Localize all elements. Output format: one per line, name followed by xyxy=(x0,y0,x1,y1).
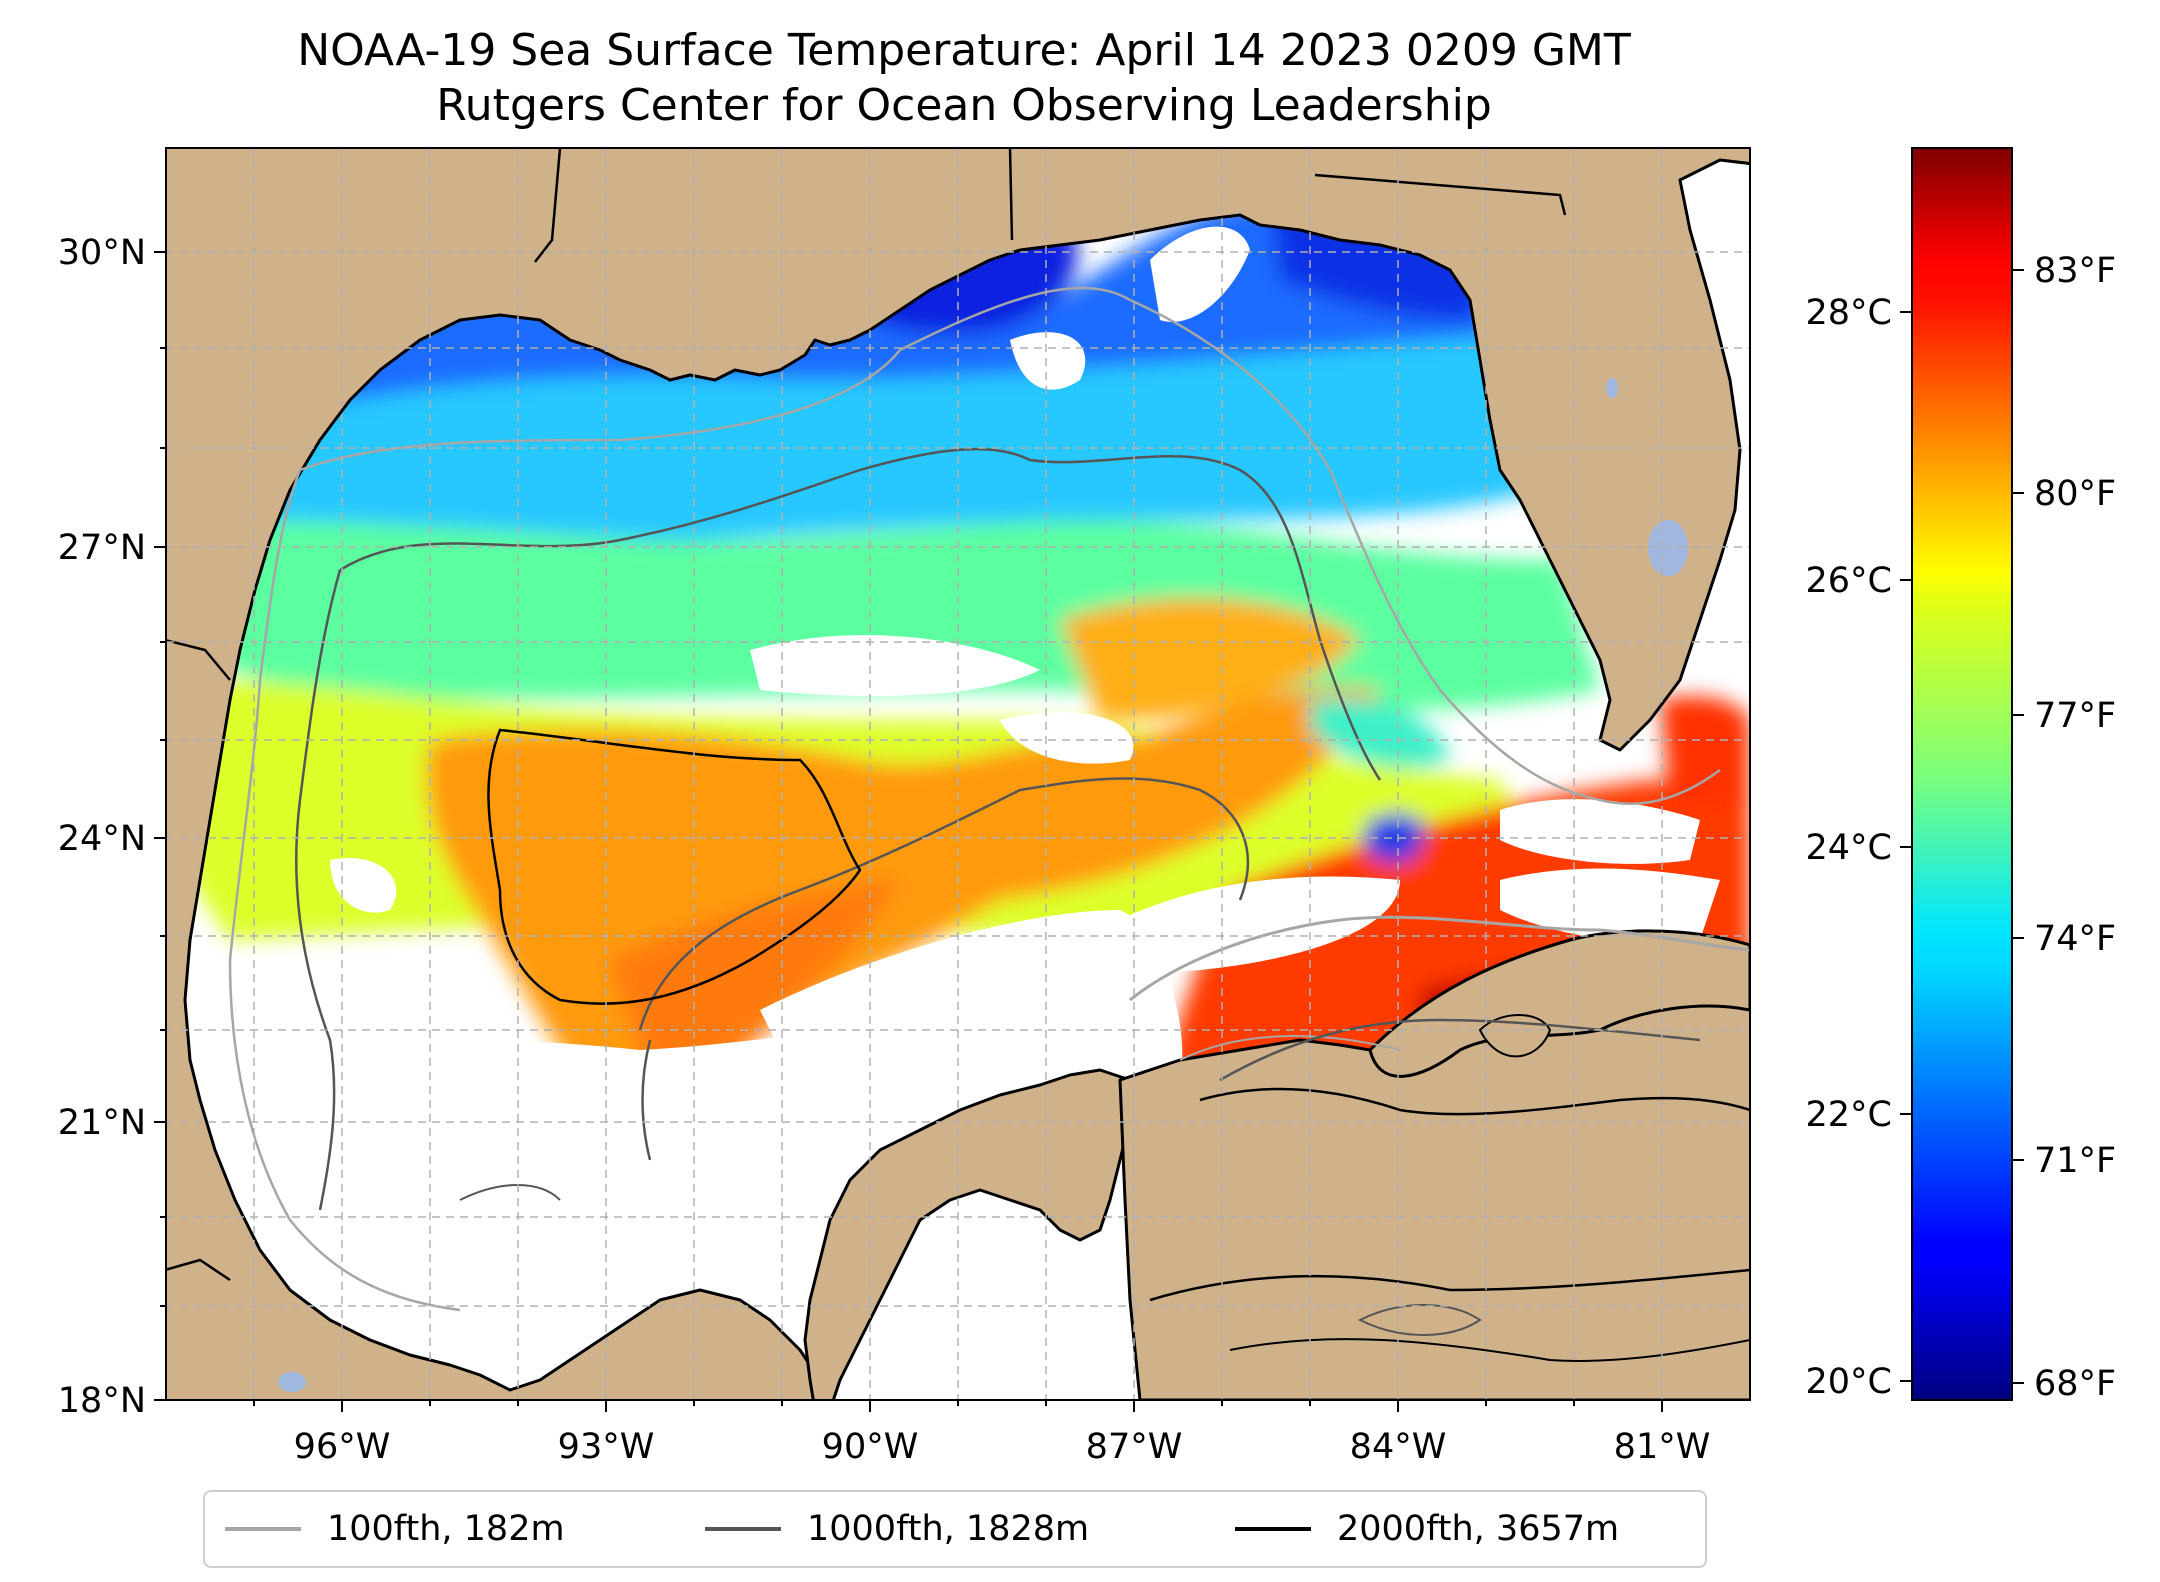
lat-label-30n: 30°N xyxy=(58,233,146,273)
fahrenheit-label-68: 68°F xyxy=(2034,1364,2116,1404)
lat-label-18n: 18°N xyxy=(58,1381,146,1421)
fahrenheit-label-83: 83°F xyxy=(2034,251,2116,291)
celsius-tick-labels: 28°C 26°C 24°C 22°C 20°C xyxy=(1806,293,1892,1402)
legend-label-100fth: 100fth, 182m xyxy=(327,1509,565,1549)
legend-item-2000fth: 2000fth, 3657m xyxy=(1235,1492,1619,1566)
fahrenheit-label-71: 71°F xyxy=(2034,1141,2116,1181)
borders xyxy=(166,148,1567,1282)
colorbar xyxy=(1911,147,2013,1401)
lon-label-81w: 81°W xyxy=(1614,1427,1711,1467)
cuba-landmass xyxy=(1368,929,1750,1078)
lat-label-24n: 24°N xyxy=(58,819,146,859)
lat-label-21n: 21°N xyxy=(58,1103,146,1143)
legend-item-100fth: 100fth, 182m xyxy=(225,1492,565,1566)
lon-label-87w: 87°W xyxy=(1086,1427,1183,1467)
fahrenheit-tick-labels: 83°F 80°F 77°F 74°F 71°F 68°F xyxy=(2034,251,2116,1404)
celsius-label-26: 26°C xyxy=(1806,561,1892,601)
legend-label-2000fth: 2000fth, 3657m xyxy=(1337,1509,1620,1549)
lakes xyxy=(278,378,1688,1392)
celsius-label-22: 22°C xyxy=(1806,1095,1892,1135)
legend-swatch-100fth xyxy=(225,1527,301,1531)
lon-tick-marks xyxy=(253,1400,1663,1412)
lat-tick-marks xyxy=(154,251,166,1401)
isla-de-la-juventud xyxy=(1478,1014,1552,1058)
fahrenheit-label-80: 80°F xyxy=(2034,474,2116,514)
bathymetry-contours xyxy=(228,286,1750,1362)
legend-swatch-1000fth xyxy=(705,1527,781,1531)
celsius-tick-marks xyxy=(1900,311,1912,1382)
chart-title: NOAA-19 Sea Surface Temperature: April 1… xyxy=(297,25,1631,76)
legend: 100fth, 182m 1000fth, 1828m 2000fth, 365… xyxy=(203,1490,1707,1568)
fahrenheit-tick-marks xyxy=(2012,269,2024,1384)
fahrenheit-label-77: 77°F xyxy=(2034,696,2116,736)
lon-tick-labels: 96°W 93°W 90°W 87°W 84°W 81°W xyxy=(294,1427,1711,1467)
lon-label-84w: 84°W xyxy=(1350,1427,1447,1467)
legend-swatch-2000fth xyxy=(1235,1527,1311,1531)
gridlines xyxy=(166,148,1750,1400)
fahrenheit-label-74: 74°F xyxy=(2034,919,2116,959)
lon-label-90w: 90°W xyxy=(822,1427,919,1467)
map-area xyxy=(166,148,1750,1400)
legend-label-1000fth: 1000fth, 1828m xyxy=(807,1509,1090,1549)
lake-okeechobee xyxy=(1648,520,1688,576)
celsius-label-20: 20°C xyxy=(1806,1362,1892,1402)
celsius-label-28: 28°C xyxy=(1806,293,1892,333)
legend-item-1000fth: 1000fth, 1828m xyxy=(705,1492,1089,1566)
lat-label-27n: 27°N xyxy=(58,528,146,568)
chart-subtitle: Rutgers Center for Ocean Observing Leade… xyxy=(436,80,1492,131)
lon-label-93w: 93°W xyxy=(558,1427,655,1467)
lon-label-96w: 96°W xyxy=(294,1427,391,1467)
celsius-label-24: 24°C xyxy=(1806,828,1892,868)
lat-tick-labels: 30°N 27°N 24°N 21°N 18°N xyxy=(58,233,146,1421)
